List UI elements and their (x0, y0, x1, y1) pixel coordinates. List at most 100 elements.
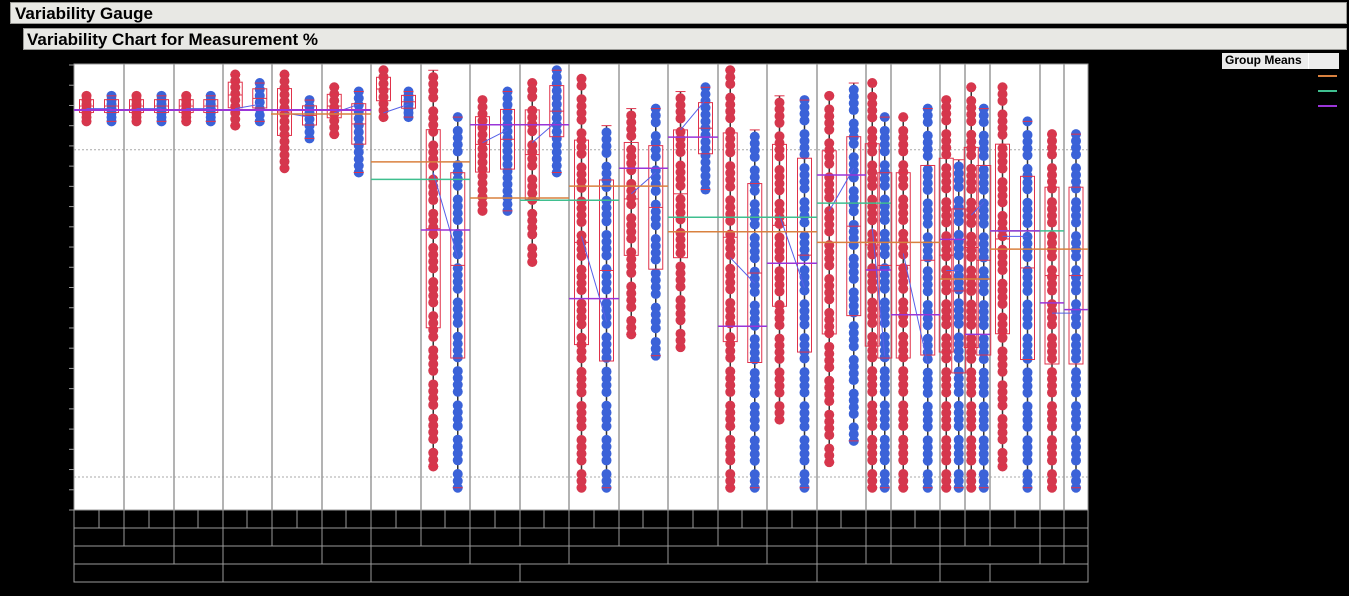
data-point (941, 435, 952, 446)
data-point (774, 401, 785, 412)
data-point (953, 332, 964, 343)
data-point (725, 133, 736, 144)
x-group-cell-level-2 (618, 527, 669, 547)
data-point (428, 215, 439, 226)
data-point (675, 93, 686, 104)
data-point (527, 215, 538, 226)
data-point (601, 407, 612, 418)
data-point (1047, 401, 1057, 412)
data-point (1071, 197, 1081, 208)
data-point (898, 352, 909, 363)
data-point (428, 277, 439, 288)
data-point (867, 475, 878, 486)
data-point (922, 232, 933, 243)
data-point (898, 469, 909, 480)
data-point (428, 399, 439, 410)
data-point (626, 295, 637, 306)
data-point (953, 373, 964, 384)
data-point (650, 275, 661, 286)
data-point (848, 219, 859, 230)
data-point (867, 194, 878, 205)
data-point (978, 367, 989, 378)
data-point (1047, 299, 1057, 310)
data-point (898, 455, 909, 466)
data-point (879, 160, 890, 171)
data-point (477, 102, 488, 113)
data-point (601, 434, 612, 445)
data-point (601, 270, 612, 281)
x-group-cell-level-1 (989, 509, 1016, 529)
data-point (898, 441, 909, 452)
data-point (953, 441, 964, 452)
data-point (452, 386, 463, 397)
data-point (428, 256, 439, 267)
x-group-cell-level-1 (469, 509, 496, 529)
data-point (428, 311, 439, 322)
x-group-cell-level-3 (469, 545, 570, 565)
data-point (650, 240, 661, 251)
data-point (1022, 265, 1033, 276)
data-point (428, 331, 439, 342)
data-point (428, 229, 439, 240)
data-point (774, 367, 785, 378)
data-point (428, 427, 439, 438)
data-point (867, 235, 878, 246)
data-point (953, 407, 964, 418)
data-point (452, 407, 463, 418)
data-point (601, 414, 612, 425)
data-point (953, 434, 964, 445)
x-group-cell-level-2 (766, 527, 818, 547)
data-point (879, 249, 890, 260)
data-point (527, 181, 538, 192)
data-point (626, 254, 637, 265)
x-group-cell-level-1 (345, 509, 372, 529)
outline-header-variability-chart[interactable]: Variability Chart for Measurement % (23, 28, 1347, 50)
data-point (601, 264, 612, 275)
x-group-cell-level-1 (321, 509, 347, 529)
data-point (966, 197, 977, 208)
data-point (576, 400, 587, 411)
data-point (898, 386, 909, 397)
data-point (953, 318, 964, 329)
data-point (452, 331, 463, 342)
data-point (848, 354, 859, 365)
data-point (576, 469, 587, 480)
data-point (650, 165, 661, 176)
data-point (650, 254, 661, 265)
data-point (953, 161, 964, 172)
x-group-cell-level-4 (989, 563, 1089, 583)
outline-header-variability-gauge[interactable]: Variability Gauge (10, 2, 1347, 24)
data-point (626, 117, 637, 128)
data-point (650, 288, 661, 299)
data-point (1071, 163, 1081, 174)
data-point (725, 373, 736, 384)
x-group-cell-level-1 (246, 509, 273, 529)
data-point (898, 160, 909, 171)
data-point (848, 422, 859, 433)
data-point (824, 206, 835, 217)
data-point (1047, 469, 1057, 480)
data-point (879, 414, 890, 425)
data-point (601, 141, 612, 152)
x-group-cell-level-2 (717, 527, 768, 547)
data-point (1071, 401, 1081, 412)
data-point (953, 366, 964, 377)
data-point (879, 379, 890, 390)
data-point (966, 367, 977, 378)
data-point (997, 380, 1008, 391)
data-point (601, 277, 612, 288)
data-point (953, 182, 964, 193)
x-group-cell-level-3 (370, 545, 471, 565)
data-point (452, 269, 463, 280)
data-point (922, 198, 933, 209)
data-point (966, 129, 977, 140)
data-point (452, 180, 463, 191)
data-point (428, 345, 439, 356)
data-point (898, 125, 909, 136)
data-point (452, 338, 463, 349)
data-point (941, 469, 952, 480)
data-point (799, 197, 810, 208)
data-point (428, 358, 439, 369)
data-point (824, 240, 835, 251)
data-point (725, 72, 736, 83)
